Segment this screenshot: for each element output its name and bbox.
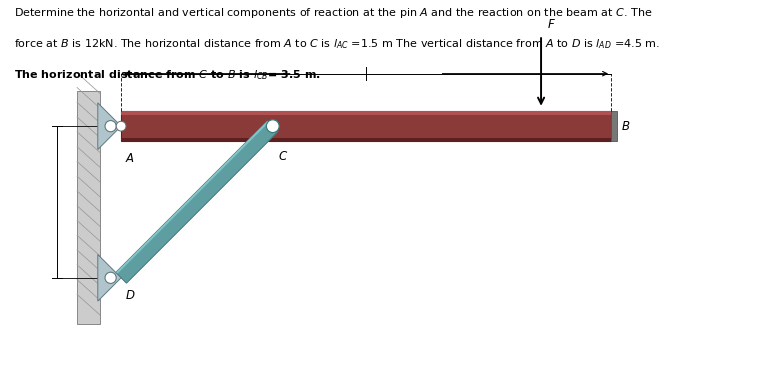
Text: C: C — [278, 149, 287, 162]
Polygon shape — [77, 91, 100, 324]
Polygon shape — [121, 111, 611, 114]
Circle shape — [105, 121, 116, 132]
Polygon shape — [98, 255, 121, 301]
Text: The horizontal distance from $C$ to $B$ is $l_{CB}$= 3.5 m.: The horizontal distance from $C$ to $B$ … — [14, 68, 321, 82]
Text: A: A — [126, 152, 134, 165]
Text: force at $B$ is 12kN. The horizontal distance from $A$ to $C$ is $l_{AC}$ =1.5 m: force at $B$ is 12kN. The horizontal dis… — [14, 37, 660, 51]
Polygon shape — [121, 111, 611, 141]
Text: F: F — [548, 17, 555, 31]
Text: D: D — [126, 290, 135, 303]
Text: B: B — [621, 120, 629, 133]
Polygon shape — [116, 121, 278, 283]
Circle shape — [116, 121, 126, 131]
Polygon shape — [611, 111, 617, 141]
Circle shape — [267, 120, 279, 132]
Polygon shape — [121, 138, 611, 141]
Circle shape — [105, 272, 116, 283]
Text: Determine the horizontal and vertical components of reaction at the pin $A$ and : Determine the horizontal and vertical co… — [14, 6, 652, 20]
Polygon shape — [98, 103, 121, 149]
Polygon shape — [116, 121, 269, 274]
